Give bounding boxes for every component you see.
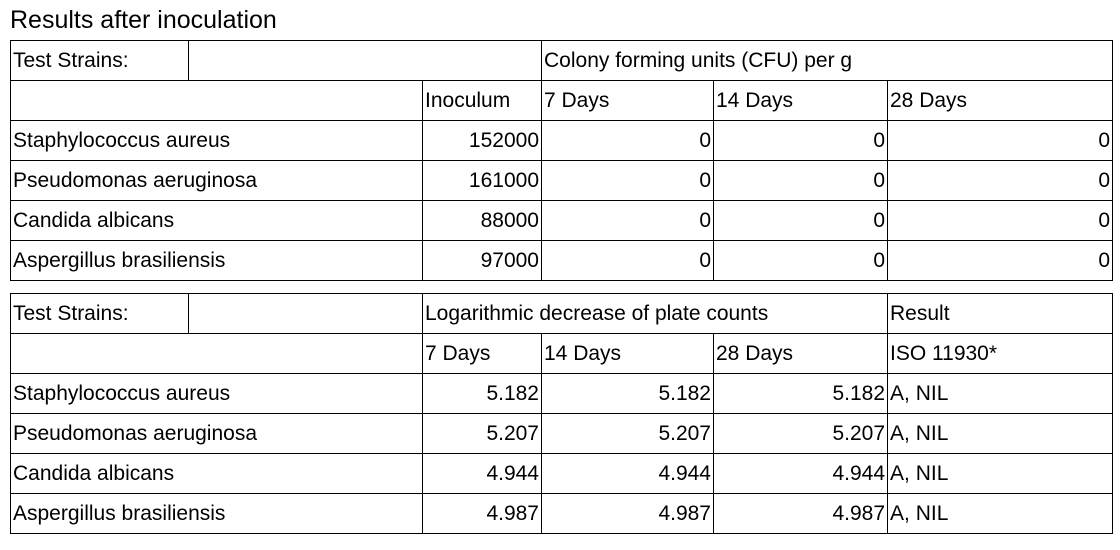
result-cell: A, NIL <box>887 373 1114 414</box>
strain-cell: Staphylococcus aureus <box>10 120 423 161</box>
column-cell: 28 Days <box>712 333 889 374</box>
value-cell: 0 <box>886 200 1114 241</box>
strain-cell: Pseudomonas aeruginosa <box>10 160 423 201</box>
value-cell: 4.944 <box>712 453 889 494</box>
header-cell: Result <box>887 293 1114 334</box>
value-cell: 0 <box>713 160 888 201</box>
value-cell: 0 <box>541 200 714 241</box>
column-cell: 7 Days <box>422 333 542 374</box>
value-cell: 0 <box>713 200 888 241</box>
header-cell: Test Strains: <box>10 40 189 81</box>
strain-cell: Aspergillus brasiliensis <box>10 240 423 281</box>
value-cell: 161000 <box>422 160 542 201</box>
value-cell: 5.182 <box>541 373 714 414</box>
value-cell: 5.182 <box>422 373 542 414</box>
result-cell: A, NIL <box>887 413 1114 454</box>
data-row: Candida albicans 88000 0 0 0 <box>10 200 1114 241</box>
column-cell: 14 Days <box>541 333 714 374</box>
column-cell: ISO 11930* <box>887 333 1114 374</box>
column-cell: 28 Days <box>886 80 1114 121</box>
data-row: Staphylococcus aureus 152000 0 0 0 <box>10 120 1114 161</box>
cfu-table: Test Strains: Colony forming units (CFU)… <box>10 40 1114 281</box>
data-row: Candida albicans 4.944 4.944 4.944 A, NIL <box>10 453 1114 494</box>
header-row: Test Strains: Logarithmic decrease of pl… <box>10 293 1114 334</box>
value-cell: 4.944 <box>422 453 542 494</box>
strain-cell: Candida albicans <box>10 200 423 241</box>
value-cell: 4.944 <box>541 453 714 494</box>
value-cell: 0 <box>713 120 888 161</box>
data-row: Aspergillus brasiliensis 97000 0 0 0 <box>10 240 1114 281</box>
value-cell: 4.987 <box>422 493 542 534</box>
result-cell: A, NIL <box>887 453 1114 494</box>
column-cell: 14 Days <box>713 80 888 121</box>
value-cell: 5.207 <box>422 413 542 454</box>
value-cell: 0 <box>541 160 714 201</box>
value-cell: 4.987 <box>541 493 714 534</box>
empty-cell <box>10 80 423 121</box>
column-cell: Inoculum <box>422 80 542 121</box>
value-cell: 0 <box>886 120 1114 161</box>
value-cell: 0 <box>713 240 888 281</box>
column-cell: 7 Days <box>541 80 714 121</box>
result-cell: A, NIL <box>887 493 1114 534</box>
data-row: Staphylococcus aureus 5.182 5.182 5.182 A, N… <box>10 373 1114 414</box>
header-row: Test Strains: Colony forming units (CFU)… <box>10 40 1114 81</box>
strain-cell: Pseudomonas aeruginosa <box>10 413 423 454</box>
empty-cell <box>188 40 542 81</box>
value-cell: 4.987 <box>712 493 889 534</box>
value-cell: 0 <box>886 240 1114 281</box>
log-table: Test Strains: Logarithmic decrease of pl… <box>10 293 1114 534</box>
column-row: 7 Days 14 Days 28 Days ISO 11930* <box>10 333 1114 374</box>
strain-cell: Aspergillus brasiliensis <box>10 493 423 534</box>
value-cell: 152000 <box>422 120 542 161</box>
strain-cell: Candida albicans <box>10 453 423 494</box>
header-cell: Colony forming units (CFU) per g <box>540 40 1114 81</box>
data-row: Pseudomonas aeruginosa 161000 0 0 0 <box>10 160 1114 201</box>
data-row: Pseudomonas aeruginosa 5.207 5.207 5.207 A, … <box>10 413 1114 454</box>
empty-cell <box>188 293 423 334</box>
header-cell: Logarithmic decrease of plate counts <box>421 293 889 334</box>
value-cell: 5.207 <box>712 413 889 454</box>
data-row: Aspergillus brasiliensis 4.987 4.987 4.987 A… <box>10 493 1114 534</box>
header-cell: Test Strains: <box>10 293 189 334</box>
value-cell: 5.182 <box>712 373 889 414</box>
value-cell: 0 <box>541 120 714 161</box>
column-row: Inoculum 7 Days 14 Days 28 Days <box>10 80 1114 121</box>
value-cell: 0 <box>886 160 1114 201</box>
value-cell: 97000 <box>422 240 542 281</box>
value-cell: 0 <box>541 240 714 281</box>
title: Results after inoculation <box>10 6 277 34</box>
empty-cell <box>10 333 423 374</box>
value-cell: 5.207 <box>541 413 714 454</box>
value-cell: 88000 <box>422 200 542 241</box>
strain-cell: Staphylococcus aureus <box>10 373 423 414</box>
